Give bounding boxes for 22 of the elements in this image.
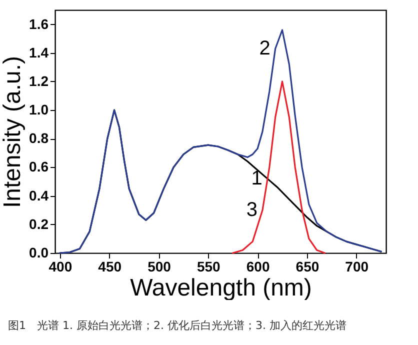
- y-tick-label: 1.2: [29, 72, 49, 89]
- line-series: [232, 80, 326, 254]
- annotation: 1: [251, 168, 262, 190]
- y-tick-label: 0.2: [29, 216, 49, 232]
- y-axis-title: Intensity (a.u.): [0, 56, 26, 208]
- x-tick-label: 700: [345, 258, 369, 274]
- annotation: 2: [259, 38, 270, 60]
- x-tick-label: 500: [148, 258, 172, 274]
- y-tick-label: 0.0: [29, 244, 49, 260]
- y-tick-label: 1.4: [29, 44, 49, 60]
- y-tick-label: 0.4: [29, 187, 49, 204]
- y-tick-label: 1.0: [29, 102, 49, 118]
- y-tick-label: 0.8: [29, 130, 49, 146]
- x-tick-label: 650: [296, 258, 320, 274]
- x-tick-label: 600: [246, 258, 270, 274]
- x-tick-label: 450: [98, 258, 122, 274]
- x-tick-label: 550: [196, 258, 221, 274]
- annotation: 3: [246, 199, 258, 222]
- y-tick-label: 0.6: [29, 158, 49, 175]
- x-tick-label: 400: [48, 258, 72, 274]
- caption: 图1 光谱 1. 原始白光光谱；2. 优化后白光光谱；3. 加入的红光光谱: [8, 318, 346, 333]
- y-tick-label: 1.6: [29, 16, 49, 32]
